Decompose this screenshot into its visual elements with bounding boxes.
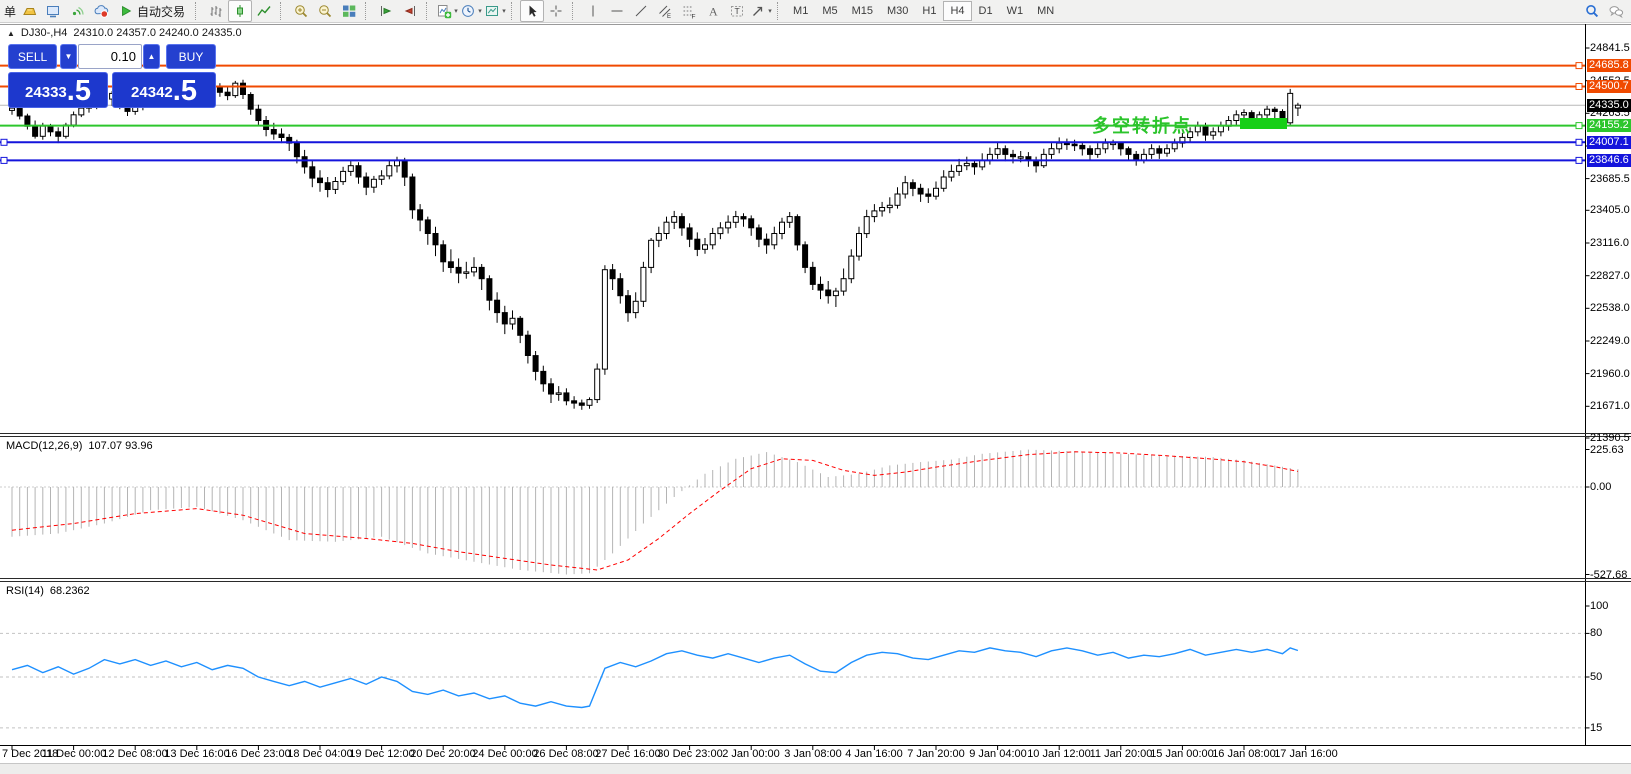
sell-price-main: 24333	[25, 84, 67, 101]
macd-name: MACD(12,26,9)	[6, 440, 83, 452]
bar-chart-icon[interactable]	[204, 0, 228, 22]
timeframe-mn[interactable]: MN	[1037, 5, 1055, 17]
period-clock-icon[interactable]: ▾	[459, 0, 483, 22]
svg-text:T: T	[735, 6, 740, 16]
collapse-icon[interactable]: ▲	[7, 28, 15, 38]
symbol-header: ▲ DJ30-,H4 24310.0 24357.0 24240.0 24335…	[7, 27, 242, 39]
timeframe-m30[interactable]: M30	[887, 5, 909, 17]
svg-text:F: F	[692, 14, 696, 20]
macd-label: MACD(12,26,9) 107.07 93.96	[6, 440, 153, 452]
terminal-icon[interactable]	[41, 0, 65, 22]
horizontal-line-icon[interactable]	[605, 0, 629, 22]
chevron-down-icon: ▾	[502, 8, 506, 15]
line-chart-icon[interactable]	[252, 0, 276, 22]
macd-values: 107.07 93.96	[88, 440, 153, 452]
cloud-icon[interactable]	[89, 0, 113, 22]
sell-button[interactable]: SELL	[8, 44, 57, 69]
signals-icon[interactable]	[65, 0, 89, 22]
toolbar: 单 自动交易 ▾ ▾ ▾ E F A T ▾ M1 M5 M15 M30 H1 H4 D1 W1 MN	[0, 0, 1631, 23]
candlestick-icon[interactable]	[228, 0, 253, 22]
toolbar-separator	[195, 2, 200, 20]
one-click-trade-panel: SELL ▼ 0.10 ▲ BUY 24333.5 24342.5	[8, 44, 216, 108]
rsi-value: 68.2362	[49, 585, 90, 597]
svg-text:A: A	[709, 5, 718, 19]
gold-order-icon[interactable]	[17, 0, 41, 22]
timeframe-d1[interactable]: D1	[978, 5, 993, 17]
chevron-down-icon: ▾	[478, 8, 482, 15]
crosshair-icon[interactable]	[544, 0, 568, 22]
shapes-icon[interactable]: ▾	[749, 0, 773, 22]
rsi-label: RSI(14) 68.2362	[6, 585, 90, 597]
zoom-out-icon[interactable]	[313, 0, 337, 22]
timeframe-w1[interactable]: W1	[1006, 5, 1024, 17]
volume-decrease-button[interactable]: ▼	[60, 44, 77, 69]
timeframe-h1[interactable]: H1	[922, 5, 937, 17]
toolbar-separator	[365, 2, 370, 20]
chevron-down-icon: ▾	[454, 8, 458, 15]
toolbar-separator	[426, 2, 431, 20]
toolbar-separator	[511, 2, 516, 20]
timeframe-m5[interactable]: M5	[822, 5, 838, 17]
text-icon[interactable]: A	[701, 0, 725, 22]
buy-button[interactable]: BUY	[166, 44, 216, 69]
trendline-icon[interactable]	[629, 0, 653, 22]
new-order-label: 单	[4, 4, 17, 19]
fibonacci-icon[interactable]: F	[677, 0, 701, 22]
tile-windows-icon[interactable]	[337, 0, 361, 22]
play-icon	[122, 5, 132, 17]
template-icon[interactable]: ▾	[483, 0, 507, 22]
timeframe-m1[interactable]: M1	[793, 5, 809, 17]
toolbar-separator	[280, 2, 285, 20]
symbol-name: DJ30-,H4	[20, 27, 68, 39]
toolbar-separator	[572, 2, 577, 20]
sell-price-pips: .5	[66, 75, 91, 107]
annotation-text[interactable]: 多空转折点	[1092, 116, 1192, 136]
zoom-in-icon[interactable]	[289, 0, 313, 22]
status-strip	[0, 763, 1631, 774]
vertical-line-icon[interactable]	[581, 0, 605, 22]
rsi-name: RSI(14)	[6, 585, 44, 597]
buy-price-main: 24342	[131, 84, 173, 101]
cursor-icon[interactable]	[520, 0, 545, 22]
search-icon[interactable]	[1580, 0, 1604, 22]
buy-price-pips: .5	[172, 75, 197, 107]
equidistant-channel-icon[interactable]: E	[653, 0, 677, 22]
text-label-icon[interactable]: T	[725, 0, 749, 22]
auto-scroll-icon[interactable]	[374, 0, 398, 22]
autotrade-button[interactable]: 自动交易	[113, 0, 191, 23]
sell-price[interactable]: 24333.5	[8, 72, 108, 108]
timeframe-m15[interactable]: M15	[851, 5, 873, 17]
chart-shift-icon[interactable]	[398, 0, 422, 22]
buy-price[interactable]: 24342.5	[112, 72, 216, 108]
volume-input[interactable]: 0.10	[78, 44, 142, 69]
chat-icon[interactable]	[1604, 0, 1628, 22]
svg-text:E: E	[667, 14, 671, 19]
add-indicator-icon[interactable]: ▾	[435, 0, 459, 22]
symbol-ohlc: 24310.0 24357.0 24240.0 24335.0	[73, 27, 242, 39]
chevron-down-icon: ▾	[768, 8, 772, 15]
highlight-box[interactable]	[1240, 118, 1287, 129]
timeframe-h4[interactable]: H4	[943, 1, 972, 21]
toolbar-separator	[777, 2, 782, 20]
volume-increase-button[interactable]: ▲	[143, 44, 160, 69]
